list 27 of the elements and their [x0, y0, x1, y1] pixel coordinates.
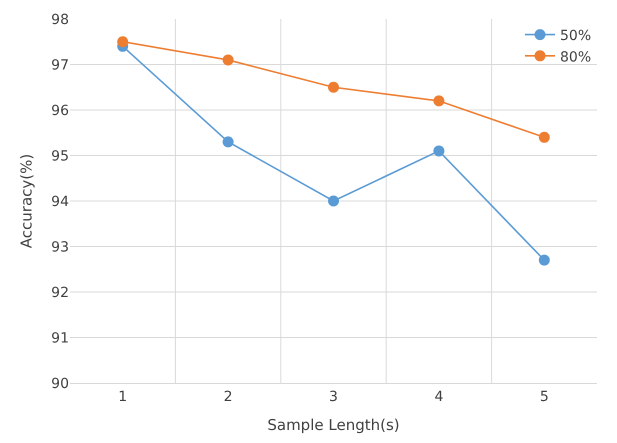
point — [222, 54, 234, 66]
x-tick-label: 3 — [329, 388, 338, 405]
point — [538, 254, 550, 266]
point — [538, 132, 550, 143]
point — [433, 145, 444, 156]
y-tick-label: 91 — [51, 330, 69, 346]
y-axis-title: Accuracy(%) — [17, 154, 36, 248]
x-axis-title: Sample Length(s) — [267, 416, 400, 434]
y-tick-label: 90 — [51, 376, 69, 392]
y-tick-label: 94 — [51, 194, 70, 210]
y-tick-label: 96 — [51, 102, 70, 119]
point — [222, 136, 234, 148]
point — [328, 82, 339, 93]
x-tick-label: 4 — [434, 388, 444, 405]
y-tick-label: 93 — [51, 239, 69, 256]
x-tick-label: 5 — [540, 388, 549, 405]
legend-label: 80% — [560, 49, 592, 66]
point — [117, 36, 128, 48]
y-tick-label: 95 — [51, 148, 69, 164]
x-tick-label: 1 — [118, 388, 128, 405]
y-tick-label: 98 — [51, 12, 69, 28]
legend-label: 50% — [560, 28, 592, 44]
point — [328, 196, 339, 206]
y-tick-label: 92 — [51, 284, 69, 301]
y-tick-label: 97 — [51, 57, 69, 74]
point — [433, 95, 444, 106]
x-tick-label: 2 — [224, 388, 233, 405]
